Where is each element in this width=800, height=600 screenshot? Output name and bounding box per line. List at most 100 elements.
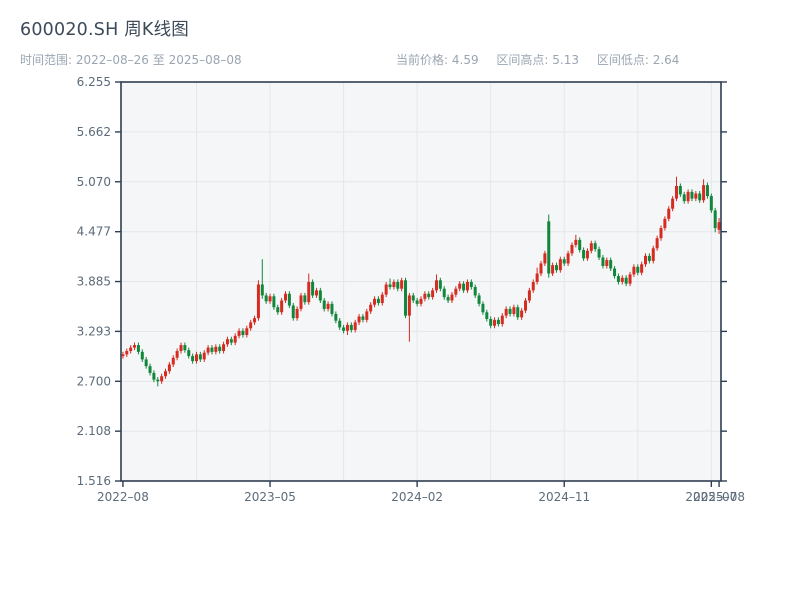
- candle-body: [125, 351, 129, 355]
- candle-body: [206, 347, 210, 353]
- y-tick-label: 2.700: [77, 374, 111, 388]
- candle-body: [616, 276, 620, 282]
- candle-body: [384, 284, 388, 295]
- candle-body: [295, 308, 299, 319]
- candle-body: [624, 277, 628, 284]
- price-stats: 当前价格: 4.59 区间高点: 5.13 区间低点: 2.64: [396, 51, 693, 68]
- candle-body: [253, 318, 257, 323]
- y-tick-label: 3.885: [77, 275, 111, 289]
- range-high-stat: 区间高点: 5.13: [496, 53, 579, 67]
- candle-body: [229, 339, 233, 343]
- candle-body: [225, 339, 229, 345]
- candle-body: [361, 316, 365, 320]
- candle-body: [450, 294, 454, 301]
- candle-body: [419, 298, 423, 304]
- x-tick-label: 2025–07: [685, 490, 737, 504]
- candle-body: [388, 284, 392, 288]
- x-tick-label: 2024–11: [538, 490, 590, 504]
- candle-body: [524, 300, 528, 311]
- candle-body: [582, 249, 586, 259]
- candle-body: [136, 345, 140, 352]
- candle-body: [191, 356, 195, 362]
- candle-body: [423, 293, 427, 299]
- candle-body: [570, 244, 574, 254]
- candle-body: [667, 208, 671, 219]
- candle-body: [349, 324, 353, 330]
- candle-body: [500, 315, 504, 325]
- candle-body: [411, 295, 415, 301]
- y-tick-label: 4.477: [77, 225, 111, 239]
- candle-body: [322, 300, 326, 309]
- candle-body: [431, 290, 435, 298]
- candle-body: [446, 297, 450, 301]
- candle-body: [554, 265, 558, 271]
- candle-body: [264, 295, 268, 302]
- candle-body: [345, 324, 349, 331]
- candle-body: [148, 366, 152, 373]
- candle-body: [314, 290, 318, 296]
- candle-body: [671, 198, 675, 209]
- candle-body: [551, 265, 555, 274]
- candle-body: [632, 266, 636, 275]
- candle-body: [489, 319, 493, 326]
- candle-body: [531, 281, 535, 291]
- candle-body: [481, 303, 485, 313]
- candle-body: [462, 283, 466, 291]
- candle-body: [558, 259, 562, 271]
- y-tick-label: 3.293: [77, 324, 111, 338]
- candle-body: [156, 379, 160, 382]
- candle-body: [287, 293, 291, 306]
- y-tick-label: 5.662: [77, 125, 111, 139]
- candle-body: [713, 210, 717, 229]
- x-tick-label: 2022–08: [97, 490, 149, 504]
- candle-body: [589, 243, 593, 251]
- candle-body: [338, 320, 342, 328]
- candle-body: [299, 295, 303, 309]
- candle-body: [152, 372, 156, 380]
- x-tick-label: 2025–08: [693, 490, 745, 504]
- candle-body: [640, 264, 644, 273]
- candle-body: [674, 185, 678, 199]
- candle-body: [717, 222, 721, 230]
- candle-body: [636, 266, 640, 273]
- candle-body: [705, 185, 709, 197]
- candle-body: [493, 319, 497, 326]
- candle-body: [133, 345, 137, 348]
- candle-body: [678, 185, 682, 195]
- candle-body: [202, 352, 206, 360]
- range-low-stat: 区间低点: 2.64: [597, 53, 680, 67]
- candle-body: [465, 281, 469, 291]
- candle-body: [597, 249, 601, 258]
- candle-body: [438, 280, 442, 289]
- y-tick-label: 1.516: [77, 474, 111, 488]
- y-tick-label: 5.070: [77, 175, 111, 189]
- candle-body: [175, 351, 179, 358]
- candle-body: [144, 359, 148, 367]
- candle-body: [574, 239, 578, 245]
- candle-body: [539, 263, 543, 274]
- candle-body: [566, 253, 570, 264]
- candle-body: [218, 346, 222, 352]
- current-price-label: 当前价格:: [396, 53, 449, 67]
- candle-body: [709, 196, 713, 211]
- candle-body: [477, 295, 481, 304]
- candle-body: [280, 300, 284, 313]
- candle-body: [396, 281, 400, 289]
- candle-body: [245, 328, 249, 336]
- y-tick-label: 2.108: [77, 424, 111, 438]
- candle-body: [311, 281, 315, 296]
- candle-body: [357, 316, 361, 323]
- candle-body: [237, 330, 241, 336]
- candle-body: [256, 284, 260, 319]
- candle-body: [241, 330, 245, 336]
- candle-body: [214, 346, 218, 352]
- candle-body: [260, 284, 264, 296]
- candle-body: [392, 281, 396, 288]
- candle-body: [407, 295, 411, 316]
- y-tick-label: 6.255: [77, 75, 111, 89]
- date-range-label: 时间范围: 2022–08–26 至 2025–08–08: [20, 53, 242, 67]
- candle-body: [121, 354, 125, 357]
- candle-body: [129, 347, 133, 352]
- candle-body: [179, 345, 183, 352]
